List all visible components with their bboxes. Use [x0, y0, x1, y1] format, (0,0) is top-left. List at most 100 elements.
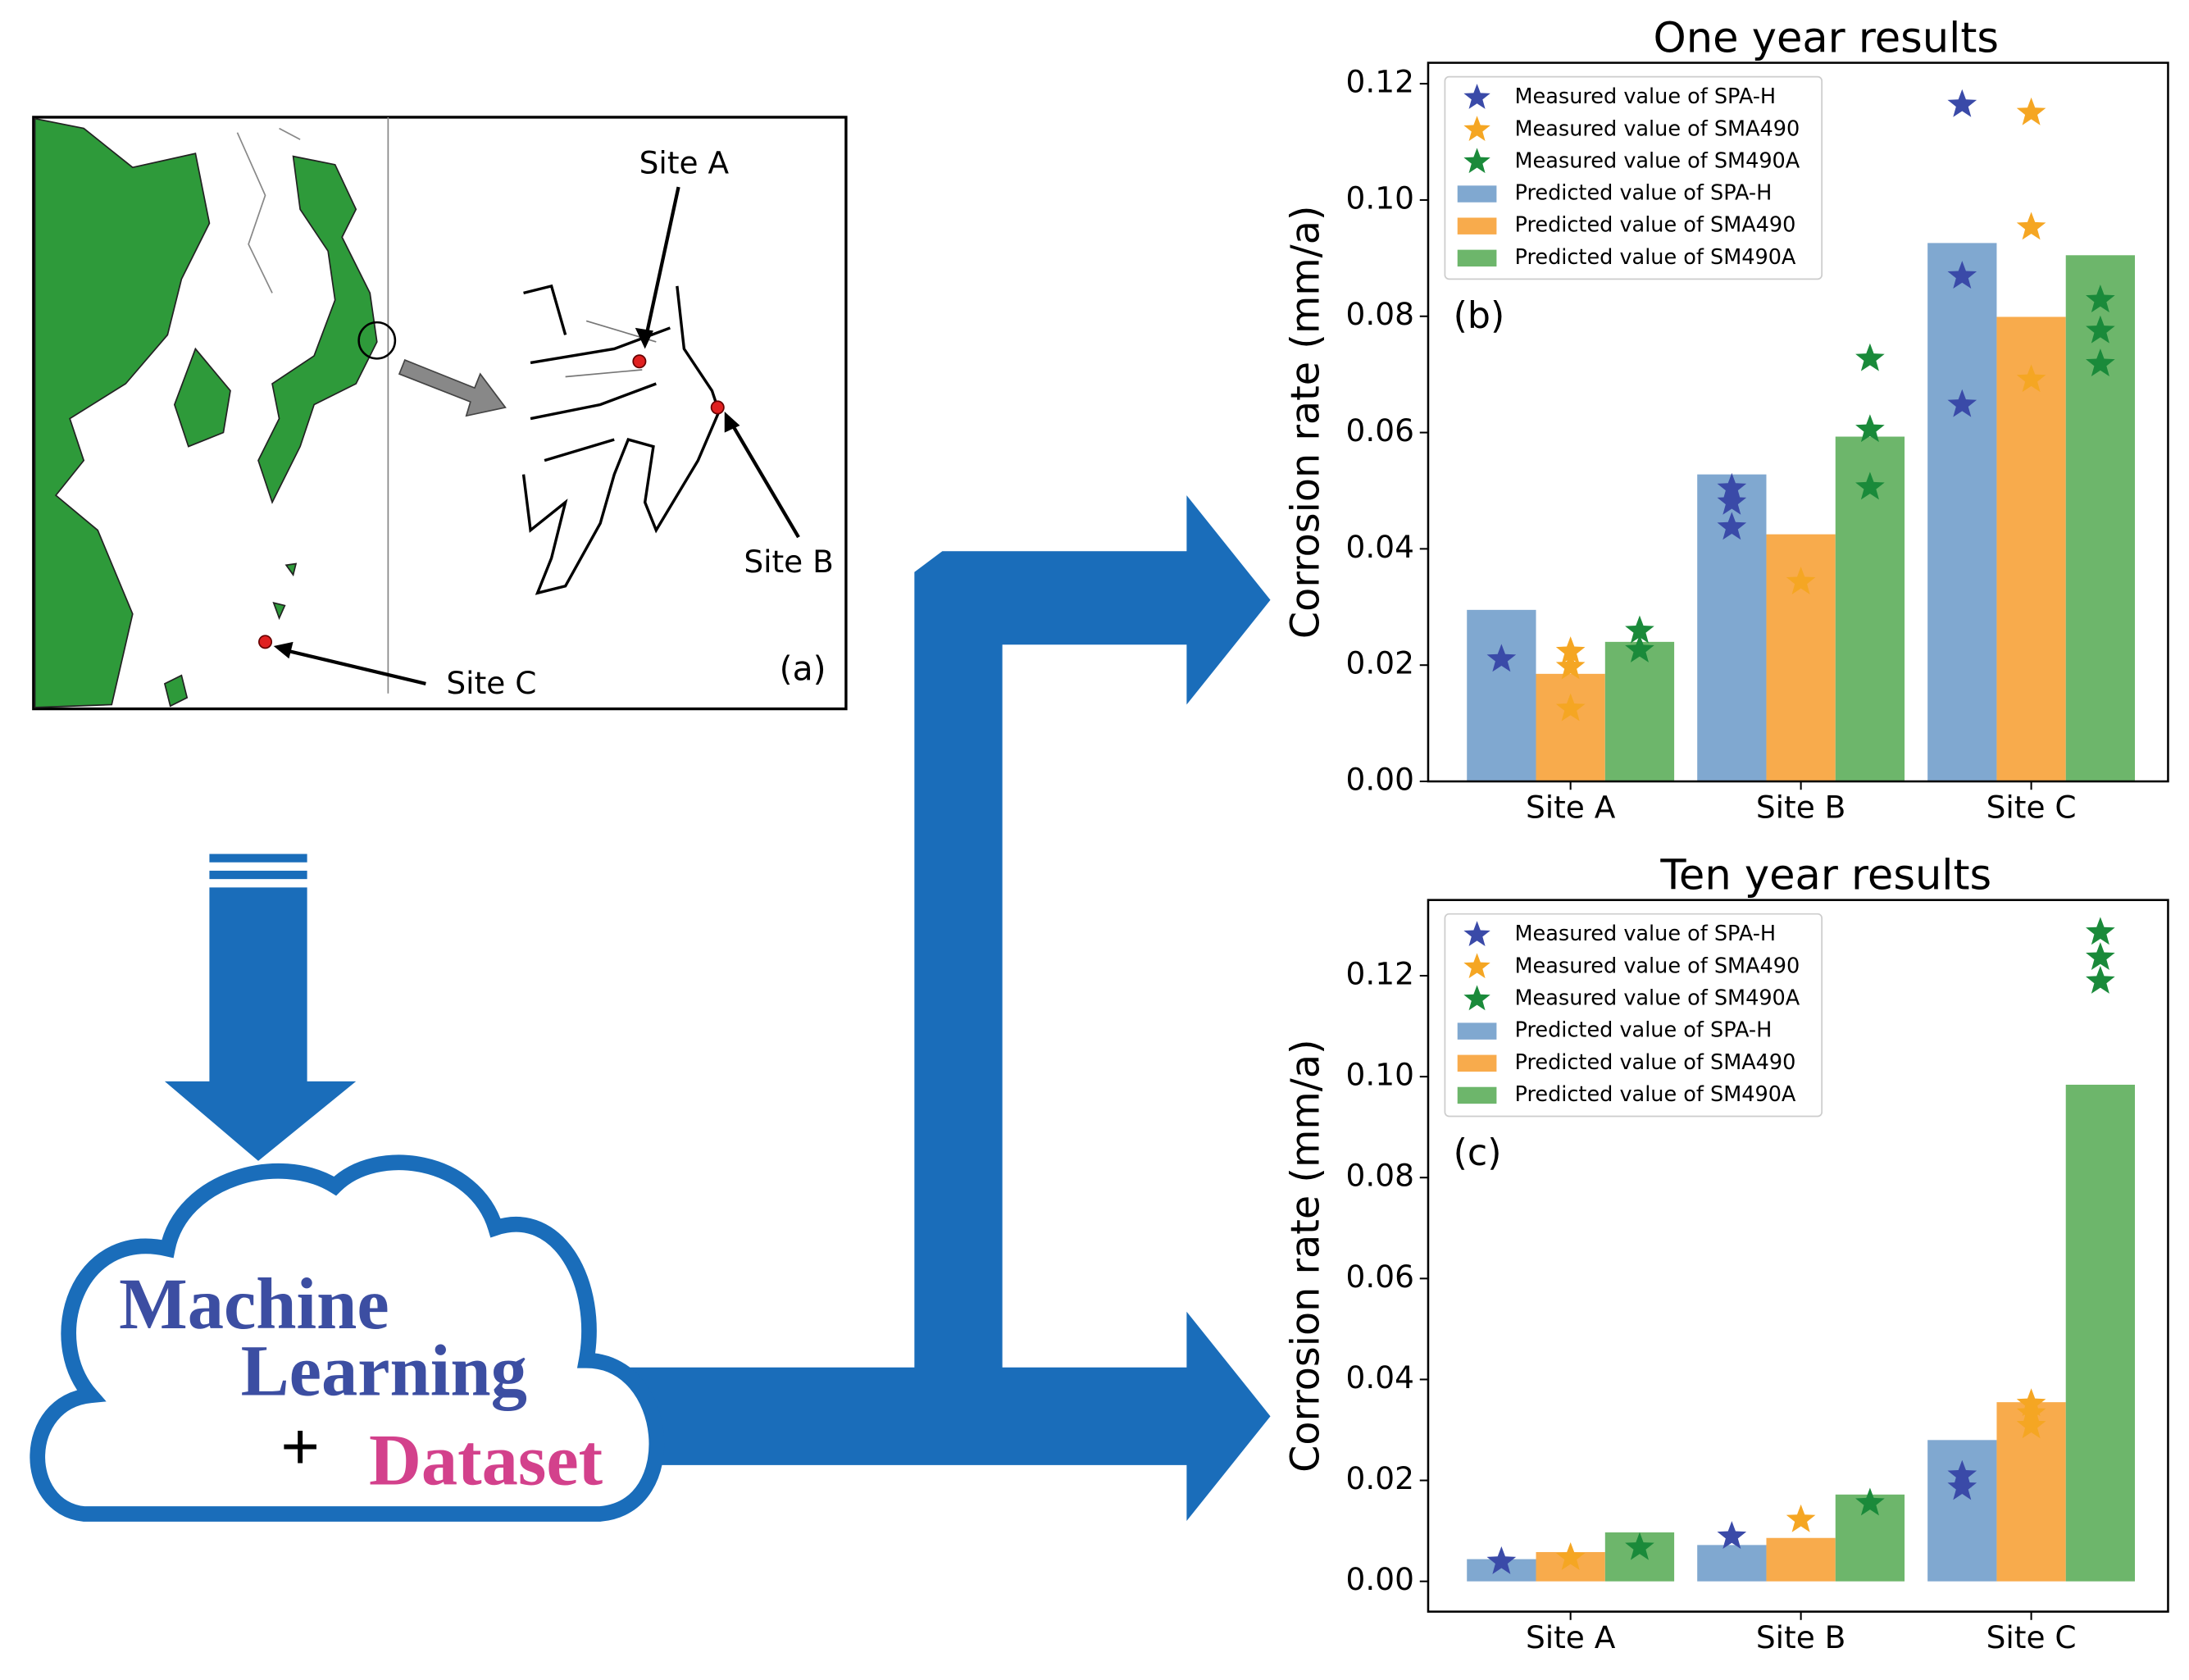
star-marker: [2016, 212, 2046, 240]
x-tick-label: Site A: [1526, 1619, 1616, 1655]
bar: [1927, 243, 1997, 782]
star-marker: [1486, 1546, 1517, 1574]
bar: [1536, 673, 1605, 782]
y-tick-label: 0.04: [1346, 529, 1414, 565]
legend-patch: [1457, 249, 1497, 267]
pointer-head: [273, 641, 294, 659]
y-tick-label: 0.04: [1346, 1359, 1414, 1395]
y-tick-label: 0.08: [1346, 296, 1414, 332]
panel-label: (b): [1454, 295, 1505, 337]
legend-box: [1444, 913, 1823, 1118]
y-tick-label: 0.02: [1346, 1460, 1414, 1496]
star-marker: [1717, 512, 1747, 540]
y-tick-label: 0.10: [1346, 180, 1414, 216]
legend-label: Measured value of SMA490: [1515, 116, 1800, 141]
panel-label: (c): [1454, 1132, 1502, 1174]
legend-marker: [1463, 953, 1490, 979]
legend-label: Measured value of SM490A: [1515, 148, 1800, 173]
star-marker: [2086, 315, 2115, 344]
star-marker: [1855, 471, 1885, 500]
star-marker: [2086, 285, 2115, 313]
star-marker: [1717, 472, 1747, 501]
bar: [1996, 316, 2066, 782]
cloud-text: Machine: [119, 1264, 389, 1345]
star-marker: [2086, 966, 2115, 994]
stripe: [209, 870, 307, 880]
legend-patch: [1457, 185, 1497, 203]
y-tick-label: 0.12: [1346, 956, 1414, 992]
pointer: [279, 647, 426, 685]
pointer: [727, 417, 800, 539]
cloud-text: Dataset: [369, 1421, 603, 1501]
legend-label: Predicted value of SPA-H: [1515, 1018, 1773, 1043]
star-marker: [1717, 1521, 1747, 1550]
map-panel: Site A Site B Site C (a): [32, 116, 848, 711]
star-marker: [2016, 97, 2046, 125]
mainland: [34, 117, 211, 708]
star-marker: [1555, 1542, 1586, 1570]
site-label: Site B: [744, 544, 834, 580]
legend-marker: [1463, 116, 1490, 142]
legend-box: [1444, 75, 1823, 280]
legend-label: Measured value of SMA490: [1515, 954, 1800, 978]
peninsula: [173, 347, 231, 448]
axes-frame: [1427, 899, 2169, 1613]
legend-label: Predicted value of SM490A: [1515, 1082, 1796, 1107]
legend-patch: [1457, 1022, 1497, 1040]
star-marker: [1855, 414, 1885, 443]
star-marker: [1555, 651, 1586, 680]
cloud: [30, 1154, 665, 1522]
chart-title: Ten year results: [1659, 851, 1991, 899]
islands: [163, 562, 298, 708]
y-tick-label: 0.12: [1346, 64, 1414, 100]
site-dot: [710, 400, 725, 415]
chart-title: One year results: [1654, 14, 1999, 62]
star-marker: [1947, 1472, 1977, 1500]
y-tick-label: 0.02: [1346, 645, 1414, 681]
star-marker: [1947, 389, 1977, 417]
branch-arrow: [614, 495, 1271, 1521]
stripe: [209, 854, 307, 863]
cloud-text: +: [280, 1409, 321, 1486]
border: [236, 127, 301, 294]
star-marker: [1555, 693, 1586, 722]
bar: [2065, 1084, 2136, 1582]
x-tick-label: Site A: [1526, 790, 1616, 826]
legend-label: Predicted value of SMA490: [1515, 213, 1796, 238]
y-axis-label: Corrosion rate (mm/a): [1284, 206, 1329, 640]
x-tick-label: Site B: [1756, 1619, 1846, 1655]
bar: [1697, 1545, 1767, 1582]
star-marker: [1786, 567, 1816, 594]
legend-label: Predicted value of SMA490: [1515, 1050, 1796, 1075]
legend-patch: [1457, 1086, 1497, 1104]
legend-marker: [1463, 148, 1490, 174]
star-marker: [1717, 486, 1747, 515]
y-tick-label: 0.06: [1346, 1259, 1414, 1295]
bar: [1766, 1537, 1836, 1582]
down-arrow: [164, 887, 357, 1161]
legend-label: Measured value of SPA-H: [1515, 84, 1777, 109]
x-tick-label: Site B: [1756, 790, 1846, 826]
legend-patch: [1457, 1054, 1497, 1072]
bar: [1467, 609, 1536, 782]
legend-label: Measured value of SM490A: [1515, 986, 1800, 1011]
site-dot: [258, 635, 273, 649]
legend-marker: [1463, 985, 1490, 1011]
legend-patch: [1457, 217, 1497, 234]
star-marker: [1947, 261, 1977, 289]
legend-label: Predicted value of SPA-H: [1515, 181, 1773, 206]
japan: [257, 155, 378, 504]
panel-label: (a): [780, 649, 826, 689]
star-marker: [1625, 1532, 1654, 1560]
star-marker: [1555, 636, 1586, 665]
y-tick-label: 0.00: [1346, 1561, 1414, 1597]
coast: [521, 284, 721, 595]
pointer-head: [635, 327, 653, 349]
zoom-arrow: [398, 358, 507, 417]
star-marker: [1786, 1504, 1816, 1532]
star-marker: [1625, 615, 1654, 644]
x-tick-label: Site C: [1986, 1619, 2077, 1655]
legend-marker: [1463, 84, 1490, 109]
legend-label: Predicted value of SM490A: [1515, 245, 1796, 270]
